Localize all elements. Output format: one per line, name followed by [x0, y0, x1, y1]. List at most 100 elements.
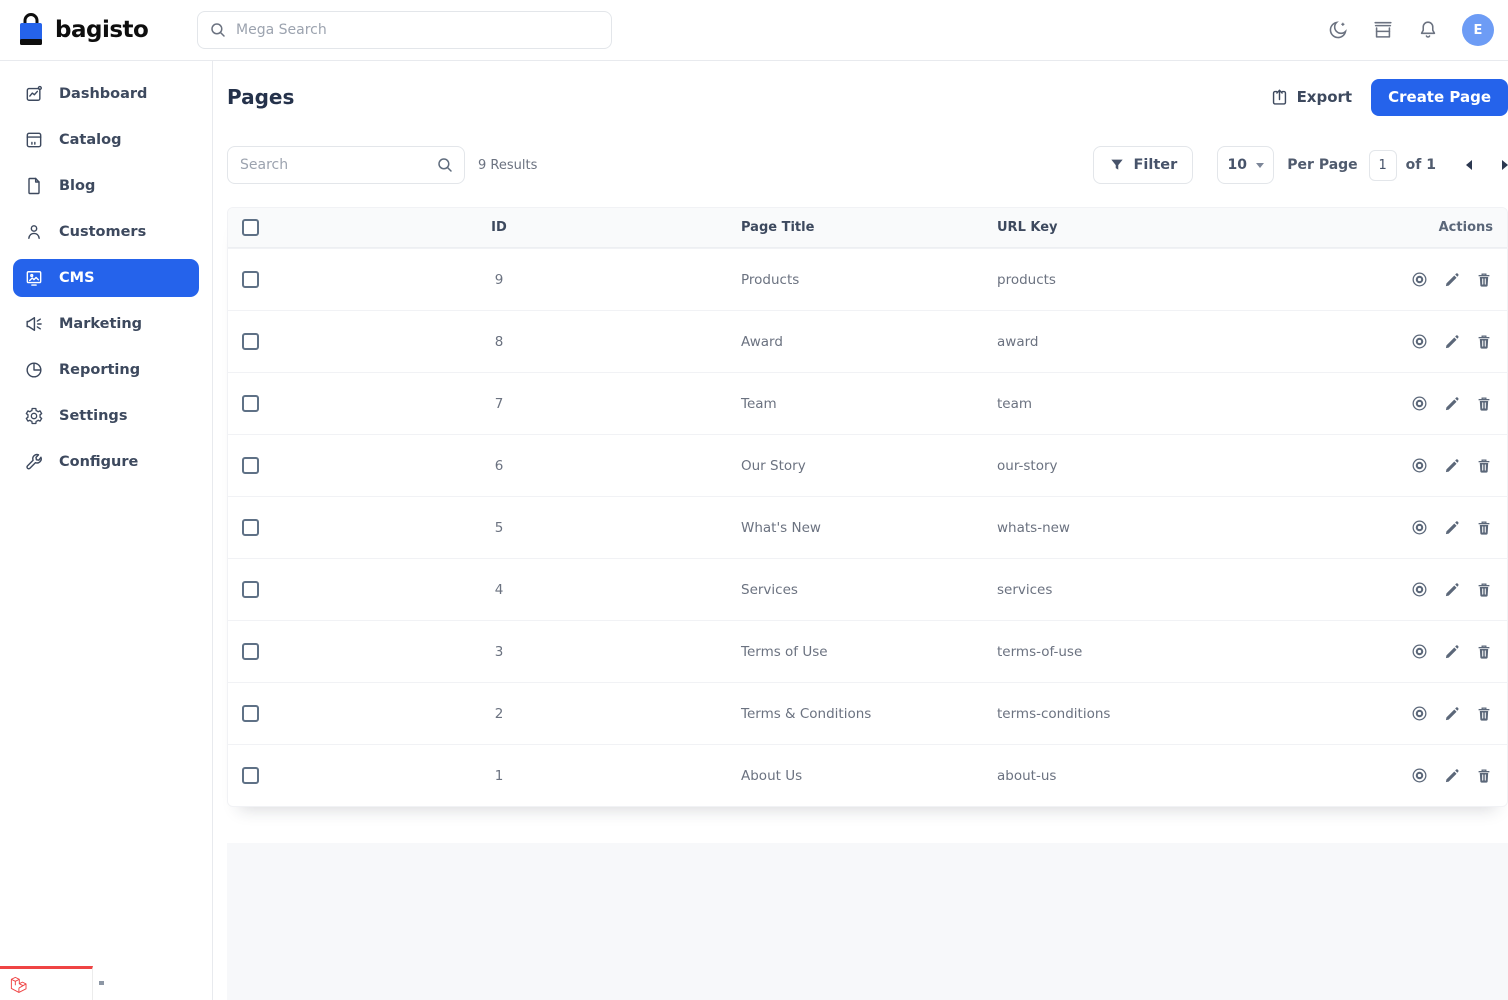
reporting-icon [26, 362, 42, 378]
table-row: 4 Services services [228, 558, 1507, 620]
notifications-button[interactable] [1417, 19, 1439, 41]
table-search-input[interactable] [227, 146, 465, 184]
edit-icon[interactable] [1443, 271, 1461, 289]
table-row: 9 Products products [228, 248, 1507, 310]
laravel-debugbar[interactable] [0, 966, 93, 1000]
delete-icon[interactable] [1475, 395, 1493, 413]
cms-icon [26, 271, 42, 286]
blog-icon [28, 177, 40, 195]
select-all-checkbox[interactable] [242, 219, 259, 236]
storefront-icon [1374, 21, 1392, 38]
delete-icon[interactable] [1475, 333, 1493, 351]
previous-page-button[interactable] [1466, 160, 1472, 170]
row-checkbox[interactable] [242, 705, 259, 722]
sidebar-item-catalog[interactable]: Catalog [0, 117, 212, 163]
row-checkbox[interactable] [242, 643, 259, 660]
view-icon[interactable] [1410, 270, 1429, 289]
cell-title: Our Story [741, 457, 806, 474]
view-icon[interactable] [1410, 518, 1429, 537]
cell-title: Services [741, 581, 798, 598]
table-row: 3 Terms of Use terms-of-use [228, 620, 1507, 682]
row-actions [1270, 642, 1507, 661]
storefront-button[interactable] [1372, 19, 1394, 41]
create-page-button[interactable]: Create Page [1371, 78, 1508, 116]
moon-icon [1329, 21, 1347, 39]
brand-logo[interactable]: bagisto [0, 13, 197, 47]
page-header-actions: Export Create Page [1270, 78, 1508, 116]
per-page-label: Per Page [1287, 157, 1358, 173]
cell-id: 3 [494, 643, 504, 660]
view-icon[interactable] [1410, 394, 1429, 413]
dashboard-icon [26, 85, 42, 101]
sidebar-item-reporting[interactable]: Reporting [0, 347, 212, 393]
sidebar-item-dashboard[interactable]: Dashboard [0, 71, 212, 117]
row-checkbox[interactable] [242, 519, 259, 536]
sidebar-item-configure[interactable]: Configure [0, 439, 212, 485]
row-checkbox[interactable] [242, 395, 259, 412]
sidebar-item-settings[interactable]: Settings [0, 393, 212, 439]
arrow-right-icon [1502, 160, 1508, 170]
cell-url: terms-conditions [997, 705, 1111, 722]
debugbar-handle[interactable] [99, 981, 104, 985]
sidebar-item-label: Dashboard [59, 86, 148, 102]
delete-icon[interactable] [1475, 705, 1493, 723]
mega-search-input[interactable] [197, 11, 612, 49]
edit-icon[interactable] [1443, 457, 1461, 475]
footer-area [227, 843, 1508, 1000]
delete-icon[interactable] [1475, 581, 1493, 599]
view-icon[interactable] [1410, 766, 1429, 785]
row-checkbox[interactable] [242, 333, 259, 350]
page-total: of 1 [1405, 157, 1436, 173]
settings-icon [25, 407, 43, 425]
laravel-debugbar-icon [10, 976, 27, 993]
view-icon[interactable] [1410, 642, 1429, 661]
cell-id: 9 [494, 271, 504, 288]
page-number-input[interactable] [1368, 149, 1397, 181]
sidebar-item-marketing[interactable]: Marketing [0, 301, 212, 347]
filter-button[interactable]: Filter [1092, 146, 1194, 184]
sidebar-item-customers[interactable]: Customers [0, 209, 212, 255]
edit-icon[interactable] [1443, 767, 1461, 785]
edit-icon[interactable] [1443, 643, 1461, 661]
cell-url: our-story [997, 457, 1058, 474]
cell-title: Terms of Use [741, 643, 828, 660]
view-icon[interactable] [1410, 332, 1429, 351]
cell-url: whats-new [997, 519, 1070, 536]
next-page-button[interactable] [1502, 160, 1508, 170]
edit-icon[interactable] [1443, 333, 1461, 351]
row-checkbox-cell [228, 395, 284, 412]
sidebar-item-cms[interactable]: CMS [13, 259, 199, 297]
delete-icon[interactable] [1475, 457, 1493, 475]
view-icon[interactable] [1410, 580, 1429, 599]
table-row: 6 Our Story our-story [228, 434, 1507, 496]
row-checkbox[interactable] [242, 457, 259, 474]
table-row: 5 What's New whats-new [228, 496, 1507, 558]
per-page-select[interactable]: 10 [1217, 146, 1275, 184]
search-icon [209, 21, 227, 39]
edit-icon[interactable] [1443, 581, 1461, 599]
cell-url: services [997, 581, 1053, 598]
delete-icon[interactable] [1475, 271, 1493, 289]
row-actions [1270, 766, 1507, 785]
edit-icon[interactable] [1443, 395, 1461, 413]
view-icon[interactable] [1410, 456, 1429, 475]
delete-icon[interactable] [1475, 643, 1493, 661]
row-checkbox[interactable] [242, 581, 259, 598]
export-icon [1272, 89, 1286, 105]
edit-icon[interactable] [1443, 519, 1461, 537]
edit-icon[interactable] [1443, 705, 1461, 723]
row-checkbox[interactable] [242, 767, 259, 784]
delete-icon[interactable] [1475, 767, 1493, 785]
cell-url: team [997, 395, 1033, 412]
export-button[interactable]: Export [1270, 88, 1352, 107]
table-body: 9 Products products [228, 248, 1507, 806]
row-checkbox[interactable] [242, 271, 259, 288]
delete-icon[interactable] [1475, 519, 1493, 537]
avatar[interactable]: E [1462, 14, 1494, 46]
sidebar-item-blog[interactable]: Blog [0, 163, 212, 209]
cell-id: 2 [494, 705, 504, 722]
view-icon[interactable] [1410, 704, 1429, 723]
arrow-left-icon [1466, 160, 1472, 170]
dark-mode-toggle[interactable] [1327, 19, 1349, 41]
row-checkbox-cell [228, 271, 284, 288]
